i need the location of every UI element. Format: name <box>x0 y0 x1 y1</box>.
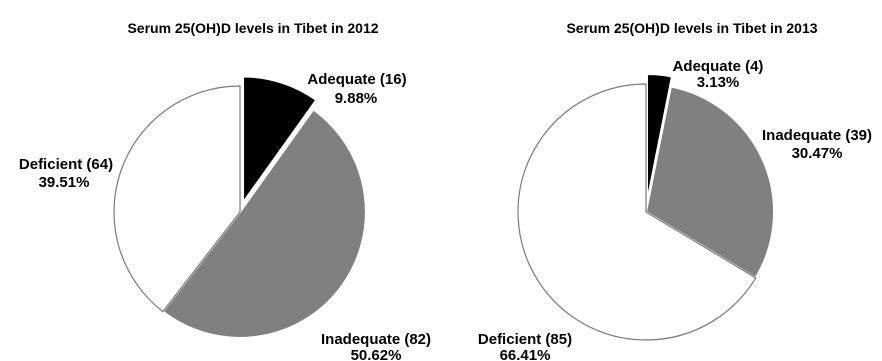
slice-label-inadequate-2013: Inadequate (39) <box>762 127 872 144</box>
pie-slice-inadequate-2013 <box>645 85 775 279</box>
slice-label-inadequate-2012: Inadequate (82) <box>321 331 431 348</box>
pie-slice-deficient-2013 <box>517 83 757 341</box>
slice-label-adequate-2012: Adequate (16) <box>307 71 406 88</box>
pie-slice-inadequate-2012 <box>161 108 367 339</box>
chart-title-2012: Serum 25(OH)D levels in Tibet in 2012 <box>127 20 378 36</box>
pie-chart-2013: Serum 25(OH)D levels in Tibet in 2013 Ad… <box>478 20 872 361</box>
slice-percent-inadequate-2012: 50.62% <box>351 347 402 361</box>
pie-slices-2013 <box>517 73 775 341</box>
slice-percent-adequate-2012: 9.88% <box>335 90 378 107</box>
pie-slice-adequate-2013 <box>645 73 673 204</box>
pie-slice-adequate-2012 <box>242 75 318 204</box>
slice-percent-deficient-2013: 66.41% <box>500 347 551 361</box>
chart-title-2013: Serum 25(OH)D levels in Tibet in 2013 <box>566 20 817 36</box>
slice-percent-inadequate-2013: 30.47% <box>792 145 843 162</box>
slice-percent-deficient-2012: 39.51% <box>39 174 90 191</box>
pie-slice-deficient-2012 <box>113 85 241 313</box>
slice-label-deficient-2012: Deficient (64) <box>19 156 113 173</box>
slice-label-deficient-2013: Deficient (85) <box>478 331 572 348</box>
pie-chart-2012: Serum 25(OH)D levels in Tibet in 2012 Ad… <box>19 20 431 361</box>
slice-label-adequate-2013: Adequate (4) <box>673 58 764 75</box>
slice-percent-adequate-2013: 3.13% <box>697 74 740 91</box>
pie-slices-2012 <box>113 75 367 339</box>
